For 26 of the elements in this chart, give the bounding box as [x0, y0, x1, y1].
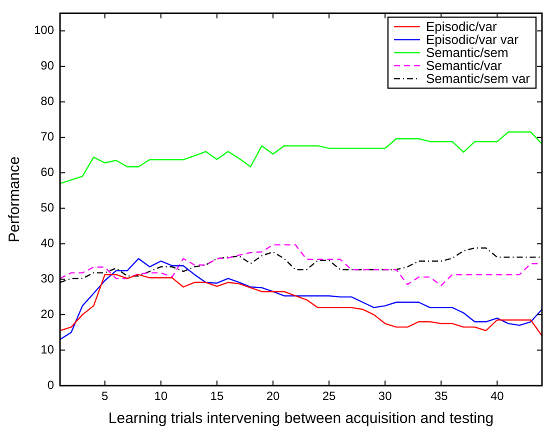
- x-tick-label: 5: [102, 389, 109, 404]
- y-tick-label: 80: [40, 94, 54, 108]
- y-tick-label: 20: [40, 306, 54, 321]
- x-tick-label: 20: [266, 389, 280, 404]
- y-tick-label: 100: [34, 23, 54, 38]
- x-tick-label: 15: [210, 389, 224, 404]
- y-tick-label: 70: [40, 130, 54, 144]
- y-tick-label: 40: [40, 236, 54, 250]
- legend-label: Episodic/var: [426, 18, 498, 34]
- x-axis-title: Learning trials intervening between acquisition and testing: [108, 410, 494, 428]
- legend-label: Semantic/var: [426, 58, 502, 73]
- y-tick-label: 0: [47, 378, 54, 392]
- x-tick-label: 35: [434, 389, 448, 404]
- legend-label: Semantic/sem: [426, 44, 508, 60]
- legend-label: Episodic/var var: [426, 32, 520, 47]
- y-tick-label: 60: [40, 165, 54, 180]
- y-axis-title: Performance: [6, 156, 24, 242]
- y-tick-label: 30: [40, 272, 54, 286]
- legend-label: Semantic/sem var: [426, 70, 531, 86]
- x-tick-label: 40: [490, 389, 504, 404]
- y-tick-label: 50: [40, 200, 54, 215]
- x-tick-label: 30: [378, 389, 392, 404]
- x-tick-label: 25: [322, 389, 336, 404]
- y-tick-label: 10: [40, 342, 54, 356]
- x-tick-label: 10: [154, 389, 168, 404]
- y-tick-label: 90: [40, 58, 54, 73]
